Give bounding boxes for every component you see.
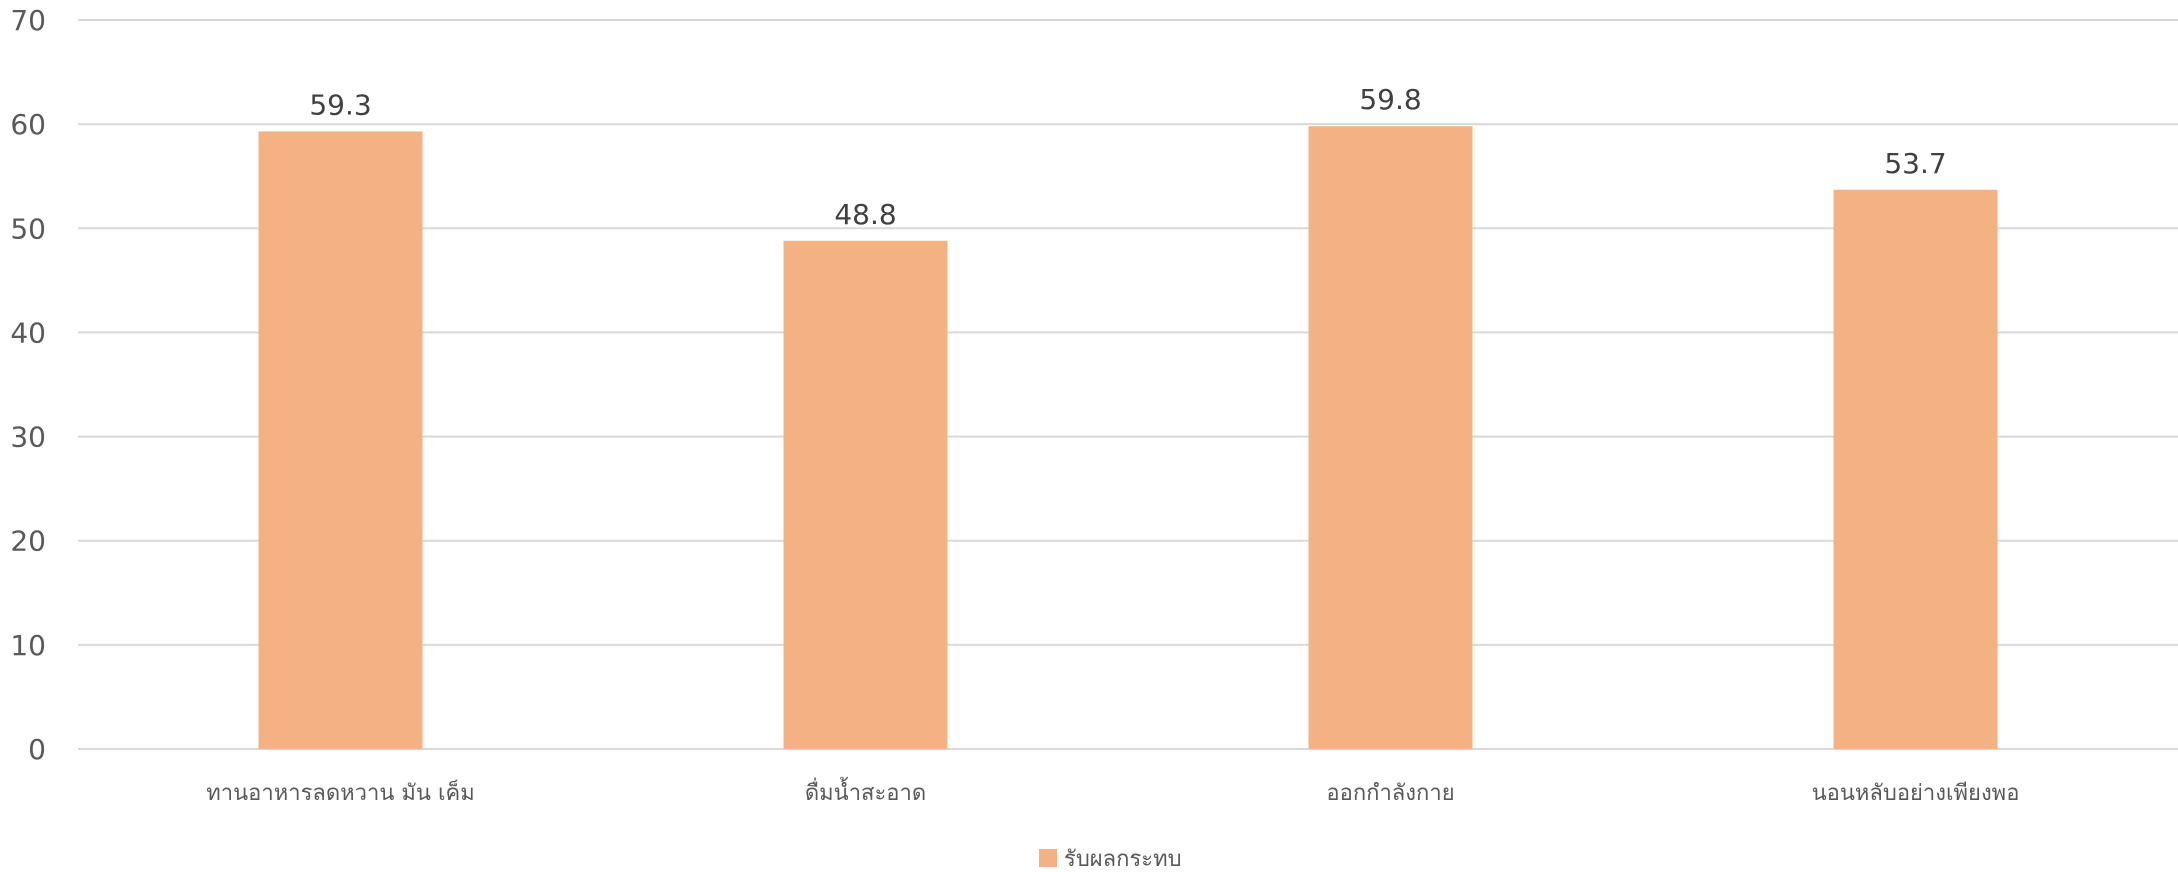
legend-label: รับผลกระทบ bbox=[1064, 847, 1182, 868]
y-tick-label: 50 bbox=[10, 212, 46, 245]
y-tick-label: 10 bbox=[10, 629, 46, 662]
data-label: 53.7 bbox=[1884, 147, 1946, 180]
data-label: 59.8 bbox=[1359, 83, 1421, 116]
bar bbox=[258, 131, 423, 749]
legend: รับผลกระทบ bbox=[1039, 847, 1182, 872]
bars bbox=[258, 126, 1998, 750]
gridlines bbox=[78, 19, 2178, 750]
y-tick-label: 60 bbox=[10, 108, 46, 141]
data-label: 59.3 bbox=[309, 88, 371, 121]
y-tick-label: 0 bbox=[28, 733, 46, 766]
bar bbox=[783, 240, 948, 750]
y-tick-label: 40 bbox=[10, 316, 46, 349]
category-label: ดื่มน้ำสะอาด bbox=[805, 777, 926, 806]
bar bbox=[1833, 189, 1998, 749]
category-label: นอนหลับอย่างเพียงพอ bbox=[1812, 781, 2020, 806]
y-tick-label: 70 bbox=[10, 4, 46, 37]
bar bbox=[1308, 126, 1473, 750]
y-axis-tick-labels: 0 10 20 30 40 50 60 70 bbox=[10, 4, 46, 766]
category-label: ทานอาหารลดหวาน มัน เค็ม bbox=[206, 778, 474, 806]
y-tick-label: 30 bbox=[10, 421, 46, 454]
x-axis-category-labels: ทานอาหารลดหวาน มัน เค็ม ดื่มน้ำสะอาด ออกกำ… bbox=[206, 777, 2019, 806]
data-label: 48.8 bbox=[834, 198, 896, 231]
data-labels: 59.3 48.8 59.8 53.7 bbox=[309, 83, 1946, 231]
category-label: ออกกำลังกาย bbox=[1326, 781, 1454, 806]
legend-swatch bbox=[1039, 849, 1057, 867]
y-tick-label: 20 bbox=[10, 525, 46, 558]
